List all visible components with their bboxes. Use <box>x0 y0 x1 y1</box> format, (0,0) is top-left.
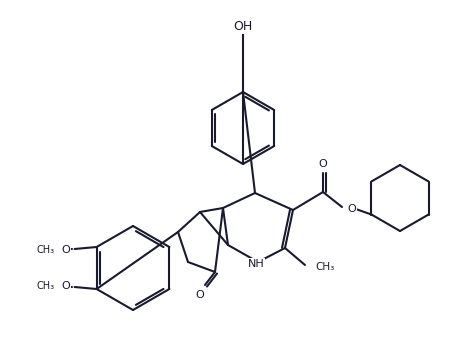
Text: CH₃: CH₃ <box>36 245 54 255</box>
Text: CH₃: CH₃ <box>315 262 334 272</box>
Text: O: O <box>61 245 70 255</box>
Text: OH: OH <box>233 19 253 32</box>
Text: O: O <box>195 290 204 300</box>
Text: CH₃: CH₃ <box>36 281 54 291</box>
Text: O: O <box>319 159 327 169</box>
Text: O: O <box>347 204 356 214</box>
Text: O: O <box>61 281 70 291</box>
Text: NH: NH <box>248 259 264 269</box>
